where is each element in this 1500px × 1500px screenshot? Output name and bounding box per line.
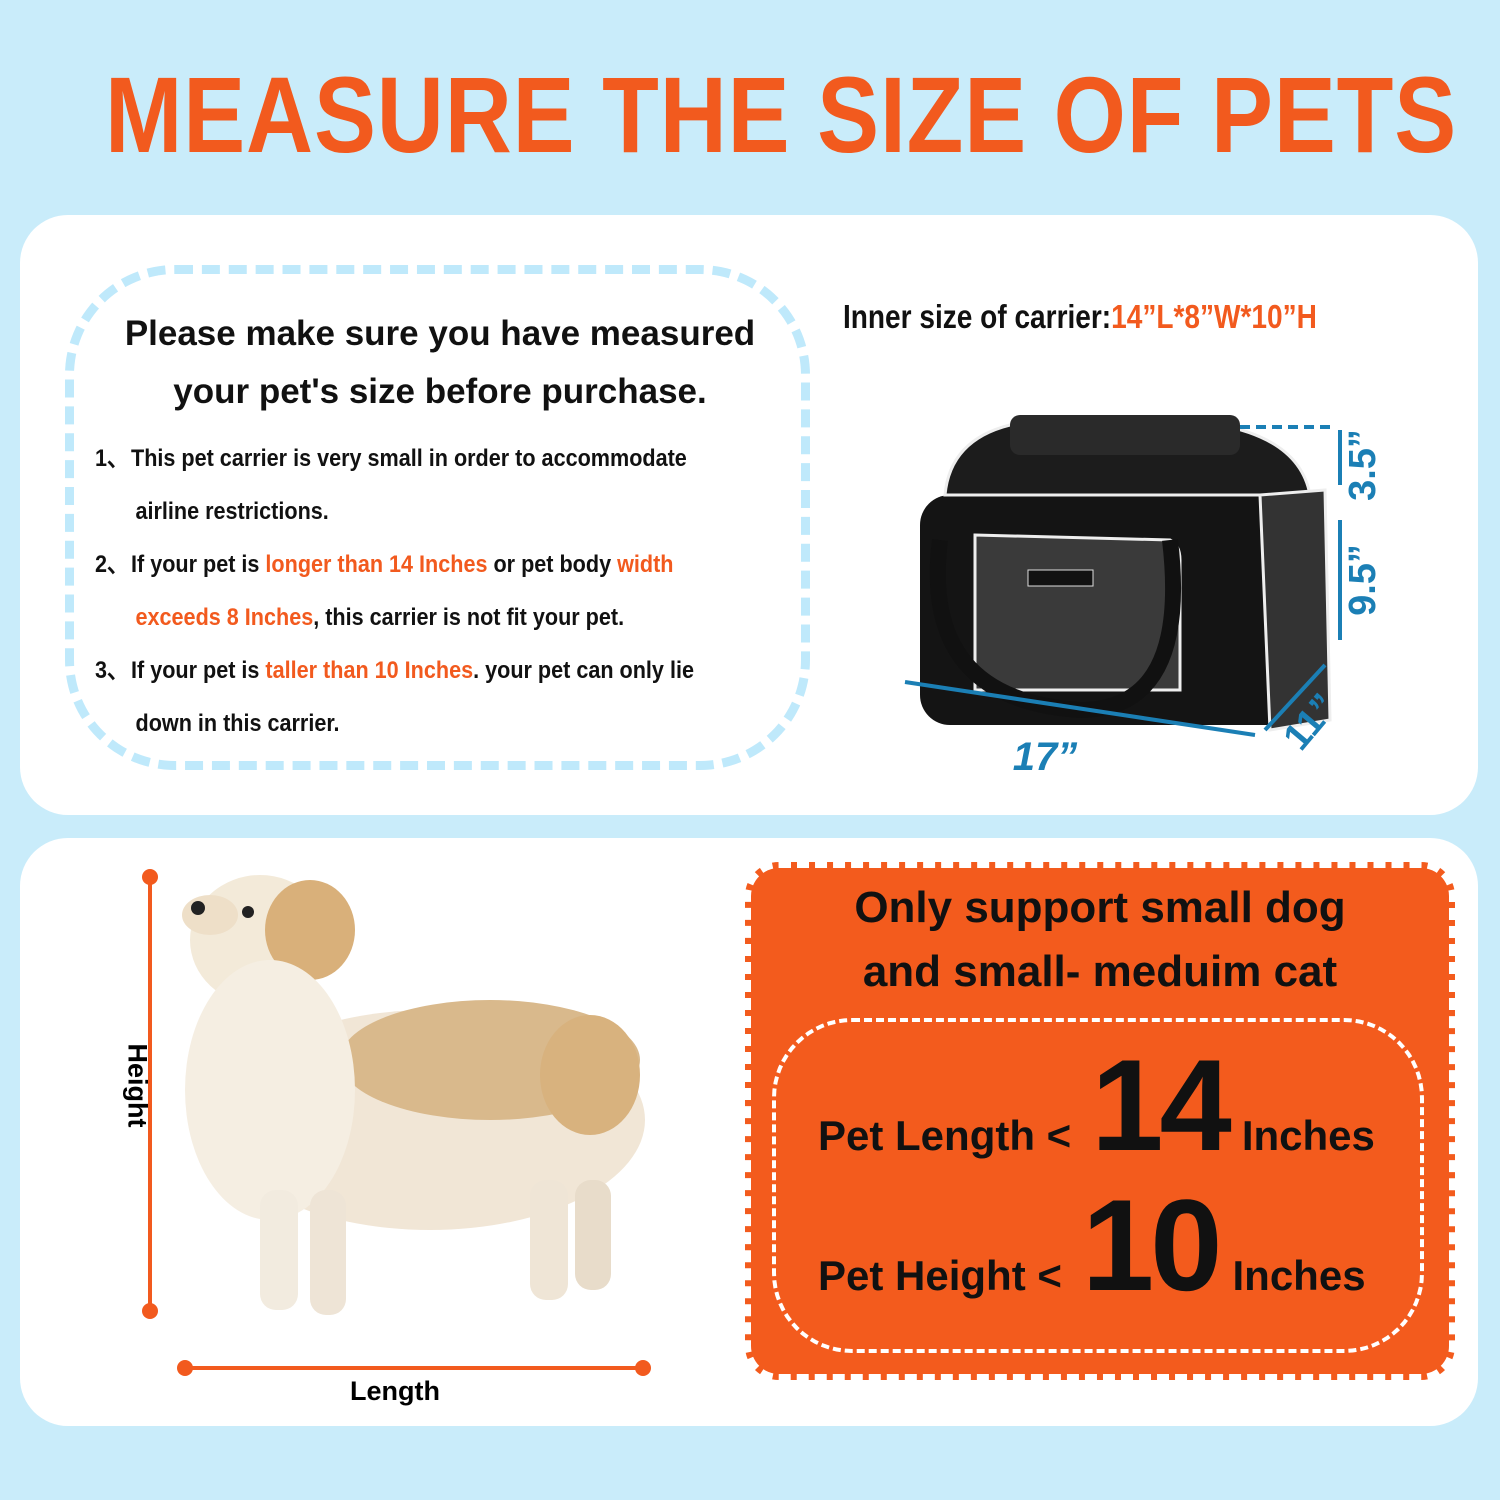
measure-lines (142, 869, 651, 1376)
height-line-end (142, 1303, 158, 1319)
height-line-end (142, 869, 158, 885)
inner-size: Inner size of carrier:14”L*8”W*10”H (843, 298, 1317, 336)
item-number: 2、 (95, 551, 129, 578)
item-text: . your pet can only lie (473, 657, 694, 684)
carrier-image: 3.5” 9.5” 17” 11” (904, 415, 1384, 779)
item-text: This pet carrier is very small in order … (131, 445, 687, 472)
item-text-cont: down in this carrier. (135, 710, 340, 737)
item-number: 1、 (95, 445, 129, 472)
item-text: , this carrier is not fit your pet. (313, 604, 625, 631)
notice-dashed-frame (65, 265, 810, 770)
support-text: Only support small dog and small- meduim… (745, 876, 1455, 1004)
item-text-cont: airline restrictions. (135, 498, 329, 525)
list-item-1: 1、This pet carrier is very small in orde… (95, 432, 797, 485)
notice-heading: Please make sure you have measured your … (70, 305, 810, 421)
notice-line-2: your pet's size before purchase. (173, 372, 707, 411)
highlight-text: longer than 14 Inches (265, 551, 488, 578)
limit-value: 10 (1081, 1172, 1223, 1318)
list-item-3: 3、If your pet is taller than 10 Inches. … (95, 644, 797, 697)
support-line-1: Only support small dog (854, 883, 1346, 932)
dog-image (182, 875, 645, 1315)
limits-dashed-frame (772, 1018, 1424, 1353)
inner-size-value: 14”L*8”W*10”H (1111, 298, 1317, 335)
limit-unit: Inches (1241, 1112, 1375, 1159)
highlight-text: exceeds 8 Inches (135, 604, 314, 631)
length-line-end (177, 1360, 193, 1376)
item-number: 3、 (95, 657, 129, 684)
inner-size-label: Inner size of carrier: (843, 298, 1112, 335)
height-limit: Pet Height <10 Inches (818, 1180, 1366, 1310)
carrier-side-mesh (1258, 488, 1332, 732)
length-limit: Pet Length <14 Inches (818, 1040, 1375, 1170)
limit-value: 14 (1091, 1032, 1232, 1178)
dimension-arrows (904, 425, 1342, 737)
page-title: MEASURE THE SIZE OF PETS (105, 54, 1458, 175)
item-text: If your pet is (131, 551, 266, 578)
limit-label: Pet Length < (818, 1112, 1072, 1159)
length-line-end (635, 1360, 651, 1376)
notice-list: 1、This pet carrier is very small in orde… (95, 432, 797, 750)
height-label: Height (122, 1043, 153, 1128)
carrier-lid (1010, 415, 1240, 455)
limit-unit: Inches (1232, 1252, 1366, 1299)
notice-line-1: Please make sure you have measured (124, 314, 756, 353)
item-text-cont: exceeds 8 Inches, this carrier is not fi… (95, 591, 797, 644)
limit-label: Pet Height < (818, 1252, 1062, 1299)
list-item-2: 2、If your pet is longer than 14 Inches o… (95, 538, 797, 591)
highlight-text: width (617, 551, 674, 578)
item-text: or pet body (487, 551, 618, 578)
dim-height: 9.5” (1342, 544, 1384, 616)
brand-logo (1027, 569, 1094, 587)
dim-top: 3.5” (1342, 429, 1384, 501)
length-label: Length (350, 1376, 440, 1406)
item-text: If your pet is (131, 657, 266, 684)
highlight-text: taller than 10 Inches (265, 657, 474, 684)
support-box (745, 862, 1455, 1380)
dim-length: 17” (1013, 735, 1078, 779)
support-line-2: and small- meduim cat (862, 947, 1338, 996)
